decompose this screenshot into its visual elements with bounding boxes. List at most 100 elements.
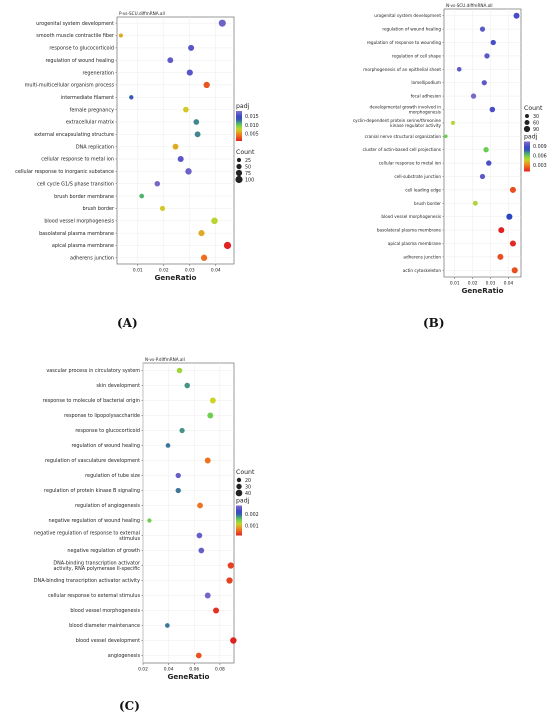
category-label: vascular process in circulatory system [46,368,140,374]
size-legend-dot [525,114,529,118]
data-point [511,267,518,274]
x-tick-label: 0.04 [164,667,174,673]
size-legend-dot [236,477,242,483]
data-point [129,95,134,100]
category-label: DNA replication [76,144,114,150]
data-point [193,119,200,125]
category-label: cellular response to external stimulus [48,593,140,599]
data-point [226,577,233,584]
category-label: brush border [82,206,115,212]
dotplot-chart: N-vs-SCU.diffmRNA.all 0.01 0.02 0.03 0.04Gen… [353,3,547,295]
data-point [450,120,455,125]
data-point [230,637,237,644]
x-tick-label: 0.08 [215,667,225,673]
panel-label-a: (A) [117,316,138,330]
data-point [218,19,226,27]
category-label: kinase regulator activity [390,123,441,128]
category-label: regulation of angiogenesis [75,503,140,509]
size-legend-label: 40 [245,491,251,497]
size-legend-label: 60 [533,120,539,126]
x-tick-label: 0.02 [159,268,169,274]
size-legend-label: 30 [245,484,251,490]
size-legend-dot [236,157,242,163]
color-legend-label: 0.002 [245,512,259,518]
category-label: female pregnancy [70,107,114,113]
data-point [147,518,152,523]
x-tick-label: 0.06 [189,667,199,673]
category-label: regulation of wound healing [71,443,140,449]
category-label: lamellipodium [411,80,441,85]
panel-label-c: (C) [119,699,140,713]
data-point [188,44,195,51]
color-legend-bar [236,111,242,141]
category-label: developmental growth involved in [370,105,442,110]
category-label: cellular response to inorganic substance [15,169,114,175]
size-legend-label: 90 [533,127,539,133]
size-legend-label: 20 [245,478,251,484]
x-axis-label: GeneRatio [155,273,197,282]
data-point [175,487,181,494]
category-label: blood vessel morphogenesis [381,214,441,219]
category-label: focal adhesion [411,94,442,99]
dotplot-panel-a: P-vs-SCU.diffmRNA.all 0.01 0.02 0.03 0.04 Gen… [0,0,275,322]
category-label: extracellular matrix [66,120,114,126]
data-point [118,33,123,38]
category-label: angiogenesis [108,653,141,659]
data-point [165,443,171,448]
category-label: morphogenesis of an epithelial sheet [363,67,441,72]
chart-title: P-vs-SCU.diffmRNA.all [119,11,165,16]
data-point [159,205,166,211]
plot-area [142,362,235,664]
dotplot-panel-b: N-vs-SCU.diffmRNA.all 0.01 0.02 0.03 0.04 Gen… [275,0,550,322]
dotplot-chart: N-vs-P.diffmRNA.all 0.02 0.04 0.06 0.08 GeneR… [34,357,259,681]
data-point [483,147,489,153]
data-point [165,623,170,628]
category-label: DNA-binding transcription activator [53,560,141,566]
x-tick-label: 0.03 [486,281,496,287]
category-label: smooth muscle contractile fiber [36,33,115,39]
category-label: blood diameter maintenance [69,623,140,629]
data-point [172,143,179,150]
color-legend-label: 0.006 [533,154,547,160]
data-point [213,607,220,614]
category-label: regulation of protein kinase B signaling [44,488,140,494]
plot-area [116,16,235,265]
size-legend-label: 75 [245,171,251,177]
data-point [497,253,504,260]
category-label: morphogenesis [409,109,441,114]
category-label: cell cycle G1/S phase transition [37,181,114,187]
color-legend-label: 0.009 [533,144,547,150]
category-label: urogenital system development [374,13,441,18]
category-label: stimulus [119,536,140,542]
x-axis-label: GeneRatio [168,672,210,681]
size-legend-dot [236,483,242,490]
category-label: response to glucocorticoid [75,428,140,434]
data-point [167,57,174,64]
x-tick-label: 0.02 [138,667,148,673]
category-label: negative regulation of wound healing [49,518,140,524]
category-label: negative regulation of response to exter… [34,530,140,536]
data-point [479,173,486,180]
color-legend-bar [236,505,242,536]
data-point [506,213,513,220]
category-label: response to glucocorticoid [49,46,114,52]
size-legend-label: 30 [533,114,539,120]
data-point [509,186,516,193]
size-legend-dot [524,120,530,125]
category-label: cluster of actin-based cell projections [363,147,441,152]
data-point [223,241,232,250]
category-label: blood vessel development [76,638,140,644]
color-legend-bar [524,141,530,172]
data-point [486,160,492,166]
dotplot-panel-c: N-vs-P.diffmRNA.all 0.02 0.04 0.06 0.08 GeneR… [0,356,275,720]
size-legend-dot [235,489,243,497]
category-label: response to molecule of bacterial origin [43,398,140,404]
category-label: apical plasma membrane [388,241,442,246]
category-label: regulation of wound healing [382,27,441,32]
data-point [176,367,183,374]
category-label: brush border [414,201,441,206]
data-point [183,106,189,113]
size-legend-title: Count [236,149,255,156]
data-point [186,69,193,76]
plot-area [443,8,522,278]
